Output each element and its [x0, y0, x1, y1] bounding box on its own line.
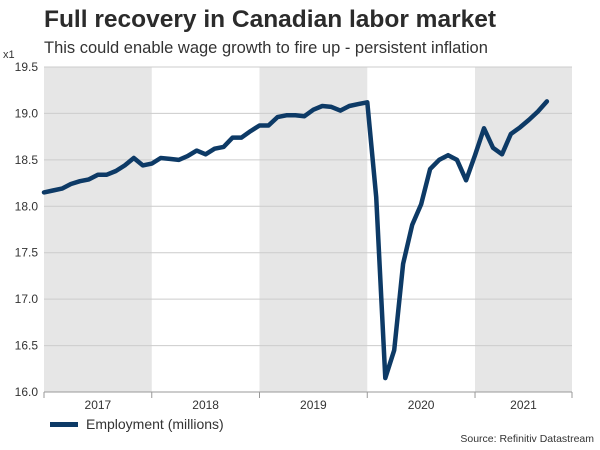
- chart-legend: Employment (millions): [50, 416, 224, 432]
- y-tick-label: 16.0: [15, 385, 39, 399]
- shaded-year-2017: [44, 67, 152, 392]
- shaded-year-2021: [475, 67, 572, 392]
- y-tick-label: 19.0: [15, 106, 39, 120]
- y-multiplier-label: x1: [3, 49, 15, 61]
- legend-label: Employment (millions): [86, 416, 224, 432]
- shaded-year-2019: [259, 67, 368, 392]
- series-line-employment: [41, 99, 550, 381]
- y-tick-label: 18.5: [15, 153, 39, 167]
- x-tick-label: 2020: [408, 398, 435, 412]
- x-tick-label: 2017: [85, 398, 112, 412]
- x-tick-label: 2021: [510, 398, 537, 412]
- x-tick-label: 2018: [192, 398, 219, 412]
- y-tick-label: 18.0: [15, 199, 39, 213]
- legend-swatch: [50, 421, 78, 427]
- x-tick-label: 2019: [300, 398, 327, 412]
- chart-title: Full recovery in Canadian labor market: [44, 6, 497, 33]
- source-note: Source: Refinitiv Datastream: [460, 433, 594, 445]
- y-tick-label: 19.5: [15, 60, 39, 74]
- y-tick-label: 16.5: [15, 339, 39, 353]
- chart-subtitle: This could enable wage growth to fire up…: [44, 39, 488, 57]
- y-tick-label: 17.5: [15, 246, 39, 260]
- y-tick-label: 17.0: [15, 292, 39, 306]
